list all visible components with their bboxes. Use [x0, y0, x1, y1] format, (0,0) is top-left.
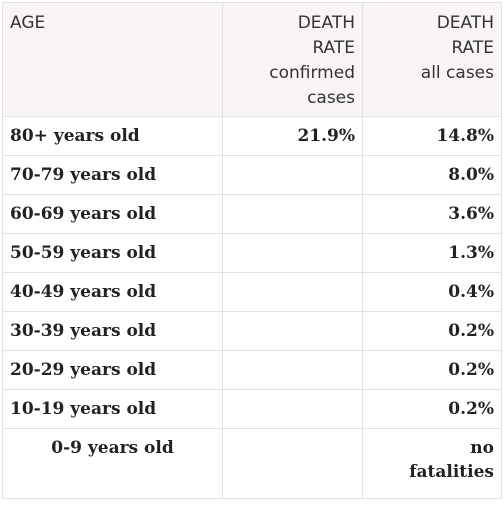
death-rate-table: AGE DEATH RATE confirmed cases DEATH RAT… — [2, 2, 502, 499]
header-line: all cases — [370, 61, 494, 86]
confirmed-rate-cell — [223, 234, 363, 273]
all-rate-cell: 0.2% — [363, 351, 502, 390]
confirmed-rate-cell — [223, 429, 363, 499]
header-line: RATE — [370, 36, 494, 61]
age-cell: 60-69 years old — [3, 195, 223, 234]
confirmed-rate-cell — [223, 390, 363, 429]
table-row: 60-69 years old 3.6% — [3, 195, 502, 234]
all-rate-cell: 1.3% — [363, 234, 502, 273]
all-rate-cell: 8.0% — [363, 156, 502, 195]
header-line: DEATH — [230, 11, 355, 36]
age-cell: 10-19 years old — [3, 390, 223, 429]
table-row: 80+ years old 21.9% 14.8% — [3, 117, 502, 156]
table-row: 10-19 years old 0.2% — [3, 390, 502, 429]
confirmed-rate-cell — [223, 351, 363, 390]
header-age: AGE — [3, 3, 223, 117]
header-age-label: AGE — [10, 11, 215, 36]
age-cell: 20-29 years old — [3, 351, 223, 390]
age-cell: 50-59 years old — [3, 234, 223, 273]
all-rate-cell: 0.2% — [363, 390, 502, 429]
all-rate-cell: 0.4% — [363, 273, 502, 312]
table-row: 30-39 years old 0.2% — [3, 312, 502, 351]
header-line: DEATH — [370, 11, 494, 36]
age-cell: 0-9 years old — [3, 429, 223, 499]
header-death-rate-confirmed: DEATH RATE confirmed cases — [223, 3, 363, 117]
confirmed-rate-cell — [223, 312, 363, 351]
header-line: RATE — [230, 36, 355, 61]
table-row: 0-9 years old no fatalities — [3, 429, 502, 499]
header-line: cases — [230, 86, 355, 111]
all-rate-cell: 3.6% — [363, 195, 502, 234]
age-cell: 40-49 years old — [3, 273, 223, 312]
age-cell: 70-79 years old — [3, 156, 223, 195]
all-rate-line: fatalities — [370, 460, 494, 484]
table-row: 70-79 years old 8.0% — [3, 156, 502, 195]
header-death-rate-all: DEATH RATE all cases — [363, 3, 502, 117]
age-cell: 80+ years old — [3, 117, 223, 156]
header-row: AGE DEATH RATE confirmed cases DEATH RAT… — [3, 3, 502, 117]
confirmed-rate-cell — [223, 195, 363, 234]
confirmed-rate-cell — [223, 273, 363, 312]
all-rate-cell: 14.8% — [363, 117, 502, 156]
table-row: 20-29 years old 0.2% — [3, 351, 502, 390]
all-rate-line: no — [370, 436, 494, 460]
table-row: 40-49 years old 0.4% — [3, 273, 502, 312]
all-rate-cell: no fatalities — [363, 429, 502, 499]
confirmed-rate-cell — [223, 156, 363, 195]
confirmed-rate-cell: 21.9% — [223, 117, 363, 156]
table-row: 50-59 years old 1.3% — [3, 234, 502, 273]
age-cell: 30-39 years old — [3, 312, 223, 351]
header-line: confirmed — [230, 61, 355, 86]
all-rate-cell: 0.2% — [363, 312, 502, 351]
